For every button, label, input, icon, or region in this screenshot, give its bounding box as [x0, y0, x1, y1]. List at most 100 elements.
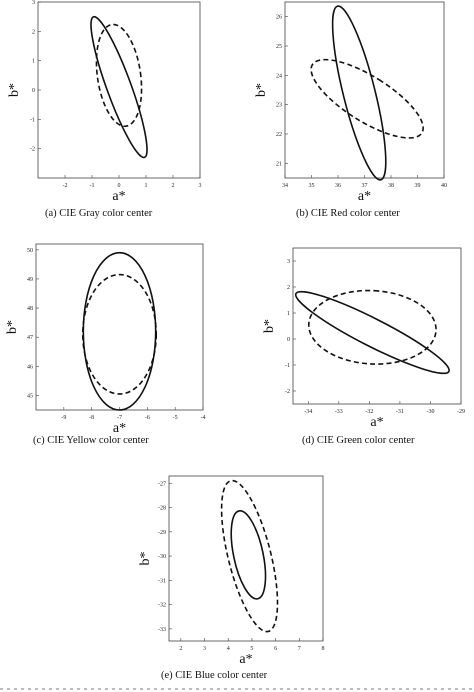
caption-yellow: (c) CIE Yellow color center [33, 435, 149, 446]
y-tick-label: 0 [287, 337, 290, 343]
x-tick-label: -8 [89, 415, 94, 421]
y-axis-label: b* [262, 319, 277, 333]
solid-ellipse [90, 15, 148, 159]
plot-frame [37, 1, 201, 179]
x-tick-label: 1 [145, 183, 148, 189]
y-tick-label: 2 [32, 29, 35, 35]
y-axis-label: b* [7, 83, 22, 97]
plot-frame [168, 475, 324, 642]
y-tick-label: 1 [32, 59, 35, 65]
caption-gray: (a) CIE Gray color center [45, 208, 153, 219]
x-tick-label: 35 [309, 183, 315, 189]
y-axis-label: b* [254, 83, 269, 97]
y-tick-label: 21 [276, 161, 282, 167]
panel-green: -34 -33 -32 -31 -30 -29 3 2 1 0 -1 -2 a* b* (d) CIE G… [237, 236, 474, 456]
plot-frame [35, 243, 204, 411]
x-tick-label: -31 [396, 409, 404, 415]
dashed-ellipse [81, 273, 158, 395]
solid-ellipse [230, 510, 267, 600]
x-tick-label: -7 [117, 415, 122, 421]
dashed-ellipse [307, 289, 437, 365]
x-axis-label: a* [112, 189, 125, 204]
dashed-ellipse [95, 23, 143, 128]
panel-yellow: -9 -8 -7 -6 -5 -4 50 49 48 47 46 45 a* b* (c) CIE Yel… [0, 236, 237, 456]
y-tick-label: -31 [158, 578, 166, 584]
y-tick-label: 1 [287, 311, 290, 317]
x-tick-label: -34 [304, 409, 312, 415]
solid-ellipse [331, 5, 387, 181]
x-tick-label: 3 [199, 183, 202, 189]
x-tick-label: -1 [90, 183, 95, 189]
x-tick-label: 2 [172, 183, 175, 189]
y-tick-label: 3 [32, 0, 35, 6]
chart-green: -34 -33 -32 -31 -30 -29 3 2 1 0 -1 -2 a* b* [262, 247, 465, 430]
x-tick-label: -2 [63, 183, 68, 189]
x-tick-label: 37 [362, 183, 368, 189]
x-tick-label: -29 [457, 409, 465, 415]
x-tick-label: 4 [227, 646, 230, 652]
dashed-ellipse [220, 479, 279, 633]
panel-blue: 2 3 4 5 6 7 8 -27 -28 -29 -30 -31 -32 -33 a* b* (e) CIE… [120, 470, 360, 685]
y-tick-label: 0 [32, 88, 35, 94]
x-tick-label: 0 [118, 183, 121, 189]
x-tick-label: -9 [61, 415, 66, 421]
panel-gray: -2 -1 0 1 2 3 3 2 1 0 -1 -2 a* b* (a) CIE Gray color … [0, 0, 237, 230]
x-axis-label: a* [113, 421, 126, 436]
y-tick-label: -30 [158, 554, 166, 560]
y-axis-label: b* [138, 552, 153, 566]
y-tick-label: -32 [158, 603, 166, 609]
caption-blue: (e) CIE Blue color center [161, 670, 268, 681]
y-tick-label: 48 [27, 306, 33, 312]
dashed-ellipse [310, 58, 424, 139]
y-tick-label: 22 [276, 132, 282, 138]
x-tick-label: -5 [173, 415, 178, 421]
x-tick-label: 5 [250, 646, 253, 652]
y-tick-label: -1 [30, 117, 35, 123]
x-axis-label: a* [239, 652, 252, 667]
y-tick-label: -28 [158, 506, 166, 512]
y-tick-label: 3 [287, 259, 290, 265]
x-tick-label: 7 [298, 646, 301, 652]
chart-blue: 2 3 4 5 6 7 8 -27 -28 -29 -30 -31 -32 -33 a* b* [138, 475, 325, 667]
y-tick-label: 45 [27, 393, 33, 399]
page-footer-rule [0, 688, 474, 690]
x-tick-label: -32 [365, 409, 373, 415]
x-tick-label: 3 [203, 646, 206, 652]
y-tick-label: 2 [287, 285, 290, 291]
x-tick-label: 2 [179, 646, 182, 652]
solid-ellipse [294, 290, 450, 375]
y-tick-label: -1 [285, 363, 290, 369]
solid-ellipse [82, 251, 157, 411]
x-tick-label: 39 [415, 183, 421, 189]
x-axis-label: a* [358, 189, 371, 204]
x-tick-label: 8 [322, 646, 325, 652]
caption-green: (d) CIE Green color center [302, 435, 415, 446]
y-tick-label: 26 [276, 15, 282, 21]
y-tick-label: -27 [158, 481, 166, 487]
panel-red: 34 35 36 37 38 39 40 26 25 24 23 22 21 a* b* (b) CIE R… [237, 0, 474, 230]
y-tick-label: -29 [158, 530, 166, 536]
y-tick-label: 25 [276, 44, 282, 50]
x-tick-label: -33 [335, 409, 343, 415]
y-tick-label: 24 [276, 73, 282, 79]
plot-frame [292, 247, 462, 405]
x-tick-label: 6 [274, 646, 277, 652]
y-tick-label: 23 [276, 103, 282, 109]
x-tick-label: 38 [388, 183, 394, 189]
x-tick-label: -30 [426, 409, 434, 415]
y-tick-label: 50 [27, 248, 33, 254]
x-tick-label: -4 [201, 415, 206, 421]
y-tick-label: -2 [30, 147, 35, 153]
x-tick-label: 36 [335, 183, 341, 189]
chart-red: 34 35 36 37 38 39 40 26 25 24 23 22 21 a* b* [254, 1, 447, 204]
y-tick-label: -2 [285, 389, 290, 395]
chart-yellow: -9 -8 -7 -6 -5 -4 50 49 48 47 46 45 a* b* [5, 243, 206, 436]
x-tick-label: -6 [145, 415, 150, 421]
y-axis-label: b* [5, 320, 20, 334]
x-tick-label: 40 [441, 183, 447, 189]
x-axis-label: a* [370, 415, 383, 430]
y-tick-label: -33 [158, 627, 166, 633]
y-tick-label: 47 [27, 335, 33, 341]
chart-gray: -2 -1 0 1 2 3 3 2 1 0 -1 -2 a* b* [7, 0, 202, 204]
caption-red: (b) CIE Red color center [296, 208, 400, 219]
